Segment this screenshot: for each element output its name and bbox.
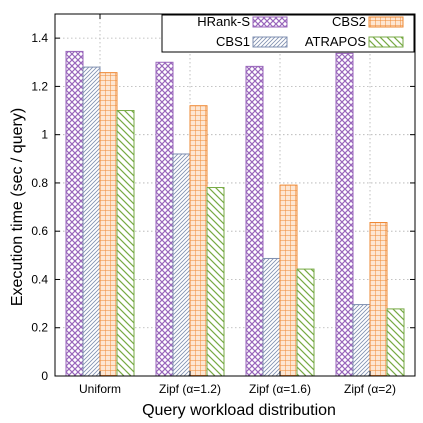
- bar-atrapos: [386, 308, 405, 377]
- tick-labels: 0 0.2 0.4 0.6 0.8 1 1.2 1.4 Uniform Zipf (α=1.2) Z…: [31, 31, 396, 396]
- bar-cbs1: [262, 257, 281, 377]
- bar-atrapos: [206, 187, 225, 377]
- legend: HRank-S CBS1 CBS2 ATRAPOS: [161, 14, 415, 53]
- bar-hrank-s: [245, 65, 264, 377]
- x-tick-label: Zipf (α=1.6): [249, 382, 311, 396]
- bars: [65, 50, 405, 377]
- x-axis-title: Query workload distribution: [142, 402, 336, 419]
- bar-cbs1: [82, 66, 101, 377]
- bar-cbs2: [189, 105, 208, 377]
- y-tick-label: 1.2: [31, 79, 48, 93]
- legend-label: CBS2: [332, 14, 366, 29]
- y-tick-label: 0.8: [31, 176, 48, 190]
- x-tick-label: Zipf (α=2): [344, 382, 396, 396]
- bar-hrank-s: [155, 61, 174, 377]
- y-tick-label: 1.4: [31, 31, 48, 45]
- bar-cbs2: [279, 184, 298, 377]
- axes: [54, 13, 416, 377]
- legend-label: ATRAPOS: [305, 34, 366, 49]
- legend-swatch: [368, 36, 404, 48]
- x-tick-label: Uniform: [79, 382, 121, 396]
- bar-hrank-s: [65, 50, 84, 377]
- y-tick-label: 0.6: [31, 224, 48, 238]
- bar-atrapos: [116, 110, 135, 377]
- plot-frame: [54, 13, 416, 377]
- x-tick-label: Zipf (α=1.2): [159, 382, 221, 396]
- bar-atrapos: [296, 268, 315, 377]
- legend-swatch: [252, 16, 288, 28]
- y-tick-label: 0: [41, 369, 48, 383]
- legend-swatch: [252, 36, 288, 48]
- y-tick-label: 0.2: [31, 321, 48, 335]
- bar-cbs2: [369, 222, 388, 377]
- y-axis-title: Execution time (sec / query): [9, 108, 26, 306]
- bar-cbs2: [99, 72, 118, 377]
- y-tick-label: 0.4: [31, 272, 48, 286]
- bar-cbs1: [172, 153, 191, 377]
- y-tick-label: 1: [41, 128, 48, 142]
- bar-cbs1: [352, 304, 371, 377]
- bar-hrank-s: [335, 52, 354, 377]
- legend-label: HRank-S: [197, 14, 250, 29]
- legend-swatch: [368, 16, 404, 28]
- legend-label: CBS1: [216, 34, 250, 49]
